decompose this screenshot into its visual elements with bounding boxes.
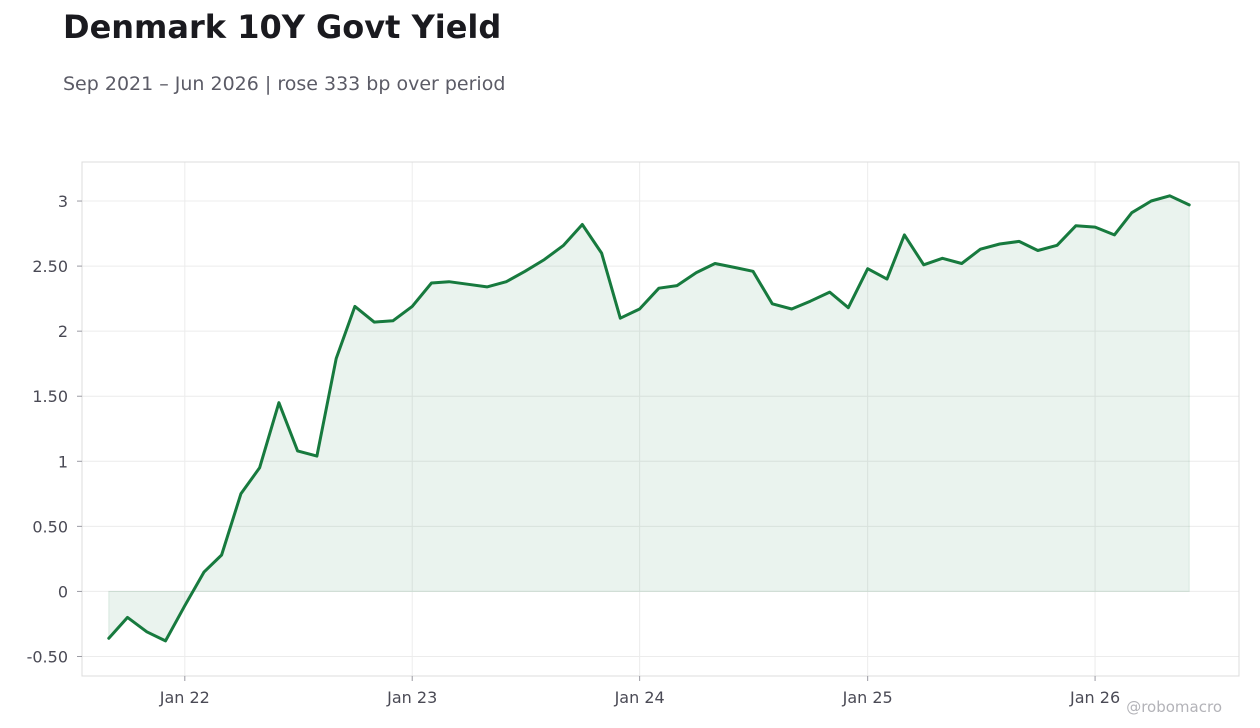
data-point bbox=[619, 317, 622, 320]
data-point bbox=[562, 244, 565, 247]
data-point bbox=[1094, 226, 1097, 229]
data-point bbox=[258, 466, 261, 469]
data-point bbox=[183, 604, 186, 607]
chart-title: Denmark 10Y Govt Yield bbox=[63, 8, 502, 46]
tick-labels: -0.50 0 0.50 1 1.50 2 2.50 3 Jan 22 Jan 23 Jan 24 J… bbox=[27, 192, 1121, 707]
data-point bbox=[391, 319, 394, 322]
data-point bbox=[353, 305, 356, 308]
data-point bbox=[828, 291, 831, 294]
data-point bbox=[695, 271, 698, 274]
plot-frame bbox=[81, 161, 1240, 677]
data-point bbox=[430, 282, 433, 285]
y-tick-label: 1 bbox=[58, 452, 68, 471]
x-tick-label: Jan 25 bbox=[842, 688, 893, 707]
data-point bbox=[373, 321, 376, 324]
data-point bbox=[505, 280, 508, 283]
data-point bbox=[960, 262, 963, 265]
data-point bbox=[941, 257, 944, 260]
data-point bbox=[315, 455, 318, 458]
data-point bbox=[203, 570, 206, 573]
y-tick-label: 2 bbox=[58, 322, 68, 341]
data-point bbox=[411, 305, 414, 308]
data-point bbox=[239, 492, 242, 495]
watermark: @robomacro bbox=[1126, 698, 1222, 716]
data-point bbox=[600, 252, 603, 255]
series-line bbox=[107, 194, 1191, 643]
data-point bbox=[524, 270, 527, 273]
data-point bbox=[1056, 244, 1059, 247]
data-point bbox=[886, 278, 889, 281]
data-point bbox=[714, 262, 717, 265]
data-point bbox=[486, 285, 489, 288]
data-point bbox=[467, 283, 470, 286]
y-tick-label: 3 bbox=[58, 192, 68, 211]
y-tick-label: 0 bbox=[58, 582, 68, 601]
data-point bbox=[638, 308, 641, 311]
y-tick-label: 2.50 bbox=[32, 257, 68, 276]
data-point bbox=[1018, 240, 1021, 243]
data-point bbox=[676, 284, 679, 287]
y-tick-label: 1.50 bbox=[32, 387, 68, 406]
data-point bbox=[1036, 249, 1039, 252]
data-point bbox=[107, 637, 110, 640]
data-point bbox=[448, 280, 451, 283]
data-point bbox=[771, 302, 774, 305]
x-tick-label: Jan 26 bbox=[1069, 688, 1120, 707]
data-point bbox=[657, 287, 660, 290]
data-point bbox=[866, 267, 869, 270]
data-point bbox=[979, 248, 982, 251]
series-area-fill bbox=[108, 195, 1190, 642]
data-point bbox=[581, 223, 584, 226]
y-tick-label: 0.50 bbox=[32, 517, 68, 536]
data-point bbox=[790, 308, 793, 311]
data-point bbox=[733, 266, 736, 269]
data-point bbox=[1130, 211, 1133, 214]
data-point bbox=[335, 357, 338, 360]
data-point bbox=[1188, 203, 1191, 206]
data-point bbox=[922, 263, 925, 266]
data-point bbox=[752, 270, 755, 273]
data-point bbox=[277, 401, 280, 404]
data-point bbox=[1074, 224, 1077, 227]
x-tick-label: Jan 22 bbox=[159, 688, 210, 707]
data-point bbox=[809, 300, 812, 303]
chart-subtitle: Sep 2021 – Jun 2026 | rose 333 bp over p… bbox=[63, 73, 506, 95]
x-tick-label: Jan 24 bbox=[614, 688, 665, 707]
data-point bbox=[1168, 194, 1171, 197]
data-point bbox=[543, 258, 546, 261]
grid-layer bbox=[82, 162, 1239, 676]
data-point bbox=[903, 233, 906, 236]
y-tick-label: -0.50 bbox=[27, 647, 68, 666]
data-point bbox=[164, 639, 167, 642]
data-point bbox=[126, 616, 129, 619]
data-point bbox=[998, 243, 1001, 246]
data-point bbox=[847, 306, 850, 309]
data-point bbox=[145, 630, 148, 633]
x-tick-label: Jan 23 bbox=[386, 688, 437, 707]
data-point bbox=[1150, 200, 1153, 203]
data-point bbox=[220, 554, 223, 557]
data-point bbox=[296, 449, 299, 452]
data-point bbox=[1113, 233, 1116, 236]
